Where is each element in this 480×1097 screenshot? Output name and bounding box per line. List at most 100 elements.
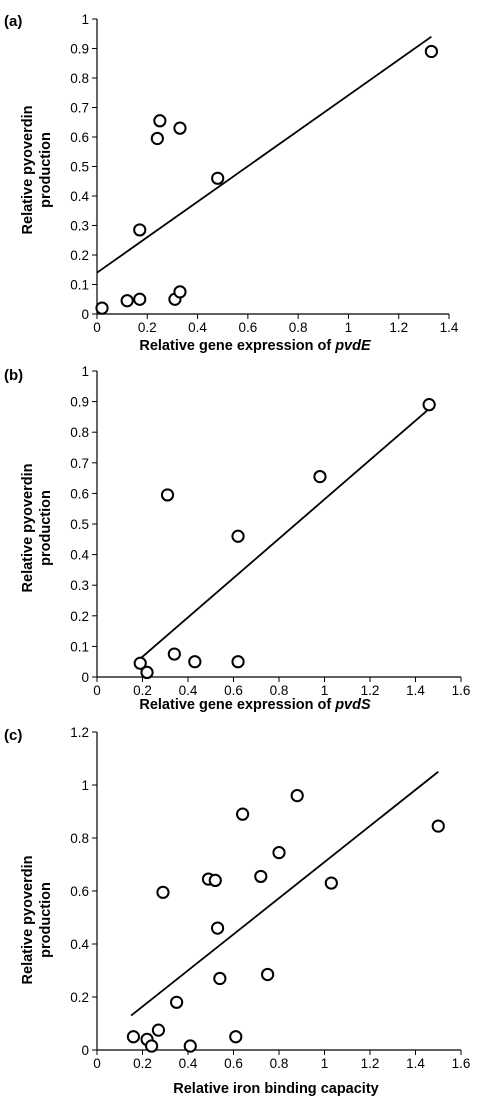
y-tick-label: 0.7: [70, 101, 89, 116]
x-tick-label: 0.8: [289, 320, 308, 335]
y-tick-label: 1.2: [70, 725, 89, 740]
y-tick-label: 0.4: [70, 189, 89, 204]
data-point: [208, 873, 222, 888]
data-point: [210, 921, 225, 935]
x-tick-label: 0.8: [270, 683, 289, 698]
panel-c: (c) Relative pyoverdin production Relati…: [4, 725, 470, 1097]
y-tick-label: 1: [81, 12, 89, 27]
panel-a-label: (a): [4, 13, 22, 30]
x-tick-label: 0.6: [238, 320, 257, 335]
x-tick-label: 0.6: [224, 683, 243, 698]
data-point: [173, 121, 187, 135]
x-tick-label: 0.2: [133, 683, 152, 698]
x-tick-label: 0.4: [188, 320, 207, 335]
y-tick-label: 0.5: [70, 517, 89, 532]
y-tick-label: 0.2: [70, 990, 89, 1005]
data-point: [261, 967, 275, 982]
data-point: [231, 529, 245, 543]
y-tick-label: 0.2: [70, 248, 89, 263]
data-point: [290, 789, 304, 803]
data-point: [95, 301, 109, 315]
x-tick-label: 0.4: [179, 1056, 198, 1071]
panel-a-xlabel-gene: pvdE: [334, 338, 372, 354]
y-tick-label: 1: [81, 364, 89, 379]
y-tick-label: 0.4: [70, 548, 89, 563]
trend-line: [130, 771, 439, 1017]
data-point: [324, 876, 338, 890]
y-tick-label: 0: [81, 1043, 89, 1058]
data-point: [183, 1039, 197, 1053]
data-point: [213, 971, 227, 986]
y-tick-label: 0.8: [70, 425, 89, 440]
y-tick-label: 0.6: [70, 130, 89, 145]
data-point: [160, 488, 175, 502]
y-tick-label: 0.8: [70, 71, 89, 86]
data-point: [151, 1023, 166, 1037]
x-tick-label: 0.8: [270, 1056, 289, 1071]
data-point: [173, 285, 187, 299]
trend-line: [139, 410, 428, 660]
data-point: [126, 1030, 140, 1044]
y-tick-label: 0.8: [70, 831, 89, 846]
y-tick-label: 0.6: [70, 884, 89, 899]
panel-a-ylabel-line2: production: [38, 132, 54, 208]
x-tick-label: 0.2: [138, 320, 157, 335]
y-tick-label: 0.3: [70, 578, 89, 593]
data-point: [140, 665, 154, 680]
data-point: [431, 819, 445, 833]
y-tick-label: 0: [81, 670, 89, 685]
x-tick-label: 0: [93, 320, 101, 335]
x-tick-label: 1: [321, 683, 329, 698]
data-point: [167, 647, 181, 661]
y-tick-label: 0.5: [70, 160, 89, 175]
panel-b-xlabel-gene: pvdS: [334, 697, 371, 713]
panel-b-xlabel: Relative gene expression of pvdS: [139, 697, 371, 713]
data-point: [424, 44, 438, 59]
panel-c-ylabel-line1: Relative pyoverdin: [20, 856, 36, 985]
x-tick-label: 1.2: [361, 683, 380, 698]
y-tick-label: 0.1: [70, 639, 89, 654]
data-point: [236, 807, 250, 821]
panel-b-ylabel-line1: Relative pyoverdin: [20, 464, 36, 593]
data-point: [211, 171, 225, 185]
data-point: [145, 1039, 159, 1053]
x-tick-label: 1: [345, 320, 353, 335]
data-point: [231, 655, 245, 669]
data-point: [133, 656, 147, 670]
data-point: [133, 292, 147, 306]
panel-a-xlabel-prefix: Relative gene expression of: [139, 338, 335, 354]
data-point: [153, 114, 167, 128]
data-point: [150, 131, 164, 146]
data-point: [156, 885, 170, 899]
panel-b: (b) Relative pyoverdin production Relati…: [4, 364, 470, 713]
x-tick-label: 1.6: [452, 1056, 471, 1071]
data-point: [170, 995, 184, 1009]
trend-line: [96, 35, 432, 274]
data-point: [313, 469, 327, 484]
panel-c-label: (c): [4, 727, 22, 744]
y-tick-label: 1: [81, 778, 89, 793]
y-tick-label: 0.7: [70, 456, 89, 471]
panel-a: (a) Relative pyoverdin production Relati…: [4, 12, 459, 354]
data-point: [120, 294, 134, 308]
y-tick-label: 0.9: [70, 42, 89, 57]
panel-c-xlabel: Relative iron binding capacity: [173, 1081, 378, 1097]
panel-c-ylabel-line2: production: [38, 882, 54, 958]
data-point: [422, 398, 436, 412]
x-tick-label: 1.4: [406, 1056, 425, 1071]
data-point: [272, 845, 286, 860]
x-tick-label: 1.6: [452, 683, 471, 698]
data-point: [188, 655, 202, 669]
panel-b-ylabel-line2: production: [38, 490, 54, 566]
x-tick-label: 1.4: [406, 683, 425, 698]
panel-b-label: (b): [4, 367, 23, 384]
data-point: [133, 223, 147, 237]
y-tick-label: 0: [81, 307, 89, 322]
data-point: [254, 869, 268, 884]
panel-a-ylabel-line1: Relative pyoverdin: [20, 106, 36, 235]
data-point: [229, 1030, 243, 1044]
y-tick-label: 0.4: [70, 937, 89, 952]
y-tick-label: 0.6: [70, 486, 89, 501]
y-tick-label: 0.1: [70, 278, 89, 293]
